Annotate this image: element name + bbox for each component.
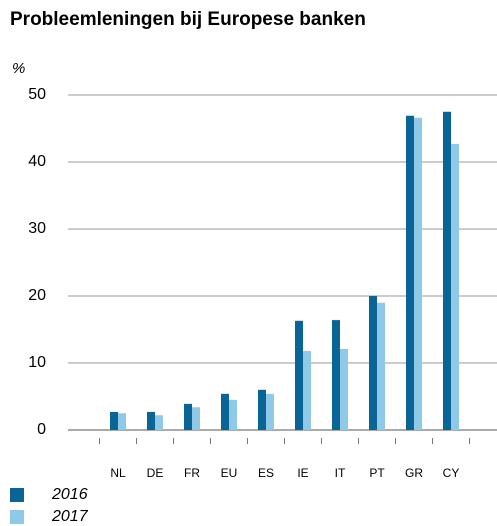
x-tick-label: ES (258, 466, 274, 480)
y-tick-label: 40 (28, 153, 46, 170)
bar (221, 393, 229, 430)
legend-label: 2016 (51, 486, 88, 503)
bar (155, 415, 163, 430)
bar (451, 143, 459, 430)
legend-label: 2017 (51, 508, 89, 525)
y-tick-label: 30 (28, 220, 46, 237)
x-tick-label: CY (443, 466, 460, 480)
bar (266, 393, 274, 430)
bar (118, 413, 126, 430)
bar (110, 411, 118, 430)
y-axis-label: % (12, 60, 25, 77)
x-tick-label: PT (369, 466, 385, 480)
bar (192, 407, 200, 430)
bar (184, 403, 192, 430)
bar (229, 399, 237, 430)
x-tick-label: IE (297, 466, 308, 480)
bar (147, 411, 155, 430)
bar (340, 348, 348, 430)
legend-swatch (10, 488, 24, 502)
x-tick-label: EU (221, 466, 238, 480)
legend-swatch (10, 510, 24, 524)
bar (332, 320, 340, 430)
y-tick-label: 0 (37, 421, 46, 438)
chart-title: Probleemleningen bij Europese banken (10, 9, 366, 30)
x-tick-label: IT (335, 466, 346, 480)
bar (369, 296, 377, 430)
bar (295, 320, 303, 430)
bar (377, 302, 385, 430)
bar (258, 389, 266, 430)
x-tick-label: DE (147, 466, 164, 480)
x-tick-label: FR (184, 466, 200, 480)
x-tick-label: GR (405, 466, 423, 480)
x-tick-label: NL (110, 466, 126, 480)
y-tick-label: 20 (28, 287, 46, 304)
bar (414, 117, 422, 430)
bar (406, 115, 414, 431)
bar (303, 350, 311, 430)
y-tick-label: 50 (28, 86, 46, 103)
bar (443, 111, 451, 430)
y-tick-label: 10 (28, 354, 46, 371)
